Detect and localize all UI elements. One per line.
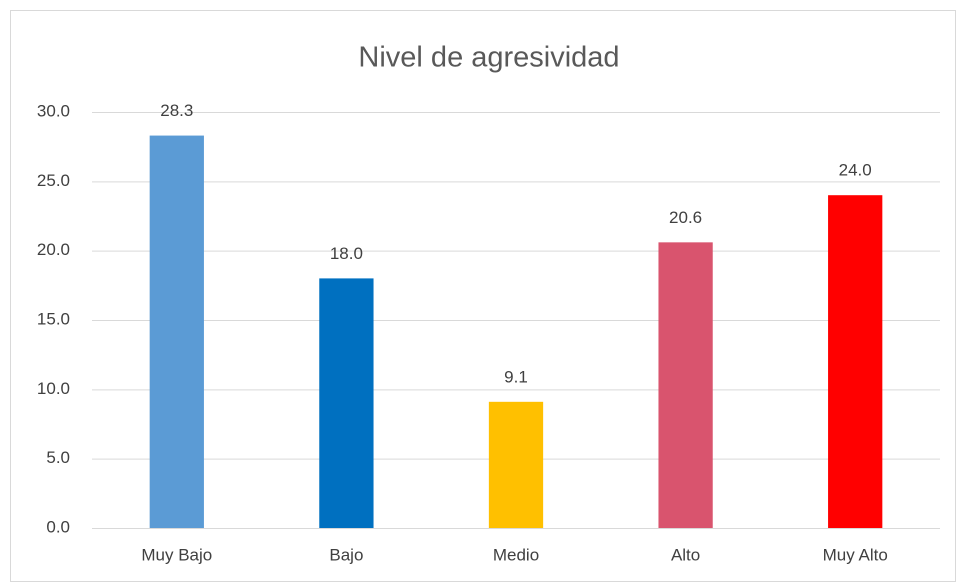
bar [488, 401, 544, 528]
data-label: 24.0 [839, 161, 872, 180]
bar [658, 242, 713, 528]
y-tick-label: 15.0 [37, 309, 70, 328]
y-tick-label: 0.0 [46, 517, 70, 536]
data-label: 20.6 [669, 208, 702, 227]
y-tick-label: 30.0 [37, 101, 70, 120]
bar [149, 135, 204, 528]
bar [319, 278, 374, 528]
y-tick-label: 25.0 [37, 171, 70, 190]
y-tick-label: 10.0 [37, 379, 70, 398]
bar [828, 195, 883, 528]
x-tick-label: Muy Bajo [141, 545, 212, 564]
y-tick-label: 20.0 [37, 240, 70, 259]
data-label: 9.1 [504, 367, 528, 386]
chart-title: Nivel de agresividad [358, 42, 619, 74]
x-tick-label: Alto [671, 545, 700, 564]
x-tick-label: Bajo [329, 545, 363, 564]
x-tick-label: Muy Alto [823, 545, 888, 564]
x-tick-label: Medio [493, 545, 539, 564]
y-tick-label: 5.0 [46, 448, 70, 467]
data-label: 18.0 [330, 244, 363, 263]
data-label: 28.3 [160, 101, 193, 120]
